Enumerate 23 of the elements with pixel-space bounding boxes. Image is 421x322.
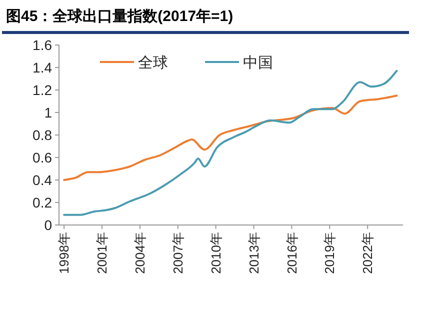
y-tick-label: 0 (44, 216, 52, 233)
y-tick-label: 0.2 (32, 194, 52, 210)
y-tick-label: 0.6 (32, 149, 52, 166)
x-tick-label: 2007年 (170, 232, 186, 274)
y-tick-label: 0.8 (32, 126, 52, 143)
x-tick-label: 2004年 (132, 232, 148, 274)
x-tick-label: 2001年 (94, 232, 110, 274)
y-tick-label: 1 (44, 104, 52, 120)
y-tick-label: 0.4 (32, 172, 52, 188)
x-tick-label: 2019年 (322, 232, 338, 274)
y-tick-label: 1.6 (32, 36, 52, 53)
chart-title: 图45：全球出口量指数(2017年=1) (6, 8, 234, 25)
y-tick-label: 1.4 (32, 59, 52, 76)
legend-label: 中国 (243, 54, 273, 72)
x-tick-label: 2022年 (360, 232, 376, 274)
x-tick-label: 2010年 (208, 232, 224, 274)
legend-label: 全球 (138, 54, 168, 72)
x-tick-label: 2016年 (284, 232, 300, 274)
x-tick-label: 2013年 (246, 232, 262, 274)
y-tick-label: 1.2 (32, 82, 52, 98)
line-series (63, 70, 398, 216)
x-tick-label: 1998年 (56, 232, 72, 274)
line-series (63, 94, 398, 181)
